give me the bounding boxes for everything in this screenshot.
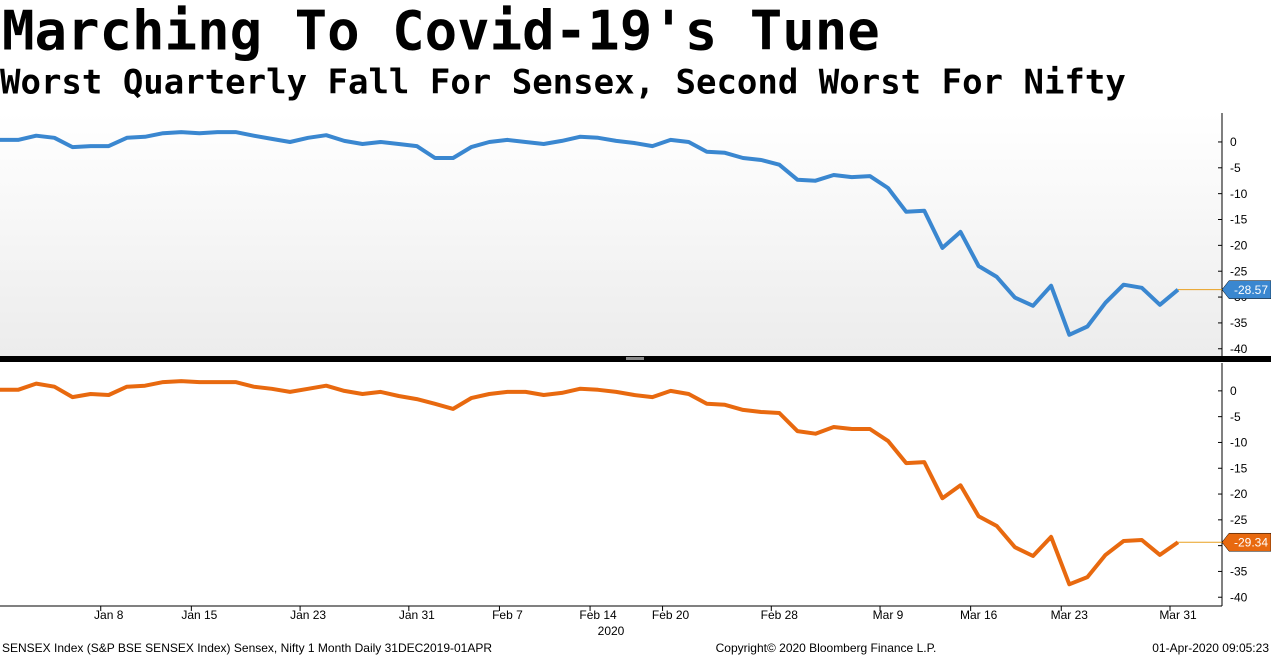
y-tick-label: -5 [1230, 410, 1241, 424]
x-tick-label: Jan 15 [181, 608, 217, 622]
x-tick-label: Feb 7 [492, 608, 523, 622]
panel-handle [626, 357, 644, 360]
x-tick-label: Feb 14 [579, 608, 617, 622]
y-tick-label: 0 [1230, 384, 1237, 398]
x-tick-label: Jan 31 [399, 608, 435, 622]
y-tick-label: -15 [1230, 213, 1248, 227]
y-tick-label: -25 [1230, 513, 1248, 527]
footer-right: 01-Apr-2020 09:05:23 [1152, 641, 1269, 655]
y-tick-label: -35 [1230, 565, 1248, 579]
chart-title: Marching To Covid-19's Tune [2, 0, 880, 63]
line [0, 130, 1180, 337]
y-tick-label: -35 [1230, 316, 1248, 330]
x-tick-label: Jan 8 [94, 608, 124, 622]
y-tick-label: -5 [1230, 161, 1241, 175]
x-tick-label: Feb 28 [761, 608, 799, 622]
footer-center: Copyright© 2020 Bloomberg Finance L.P. [716, 641, 937, 655]
x-year-label: 2020 [598, 624, 625, 638]
y-tick-label: -25 [1230, 264, 1248, 278]
y-tick-label: 0 [1230, 135, 1237, 149]
y-tick-label: -40 [1230, 342, 1248, 356]
y-tick-label: -10 [1230, 187, 1248, 201]
footer-left: SENSEX Index (S&P BSE SENSEX Index) Sens… [2, 641, 492, 655]
x-tick-label: Feb 20 [652, 608, 690, 622]
panel-background [0, 113, 1222, 356]
x-tick-label: Mar 23 [1051, 608, 1089, 622]
chart-subtitle: Worst Quarterly Fall For Sensex, Second … [0, 63, 1126, 103]
y-tick-label: -10 [1230, 436, 1248, 450]
y-tick-label: -20 [1230, 487, 1248, 501]
y-tick-label: -15 [1230, 461, 1248, 475]
x-tick-label: Mar 9 [873, 608, 904, 622]
x-tick-label: Mar 16 [960, 608, 998, 622]
y-tick-label: -40 [1230, 590, 1248, 604]
line [0, 379, 1180, 587]
x-tick-label: Jan 23 [290, 608, 326, 622]
last-value-tag [1221, 532, 1271, 552]
last-value-label: -29.34 [1234, 535, 1268, 549]
y-tick-label: -20 [1230, 239, 1248, 253]
x-tick-label: Mar 31 [1159, 608, 1197, 622]
last-value-label: -28.57 [1234, 283, 1268, 297]
last-value-tag [1221, 280, 1271, 299]
